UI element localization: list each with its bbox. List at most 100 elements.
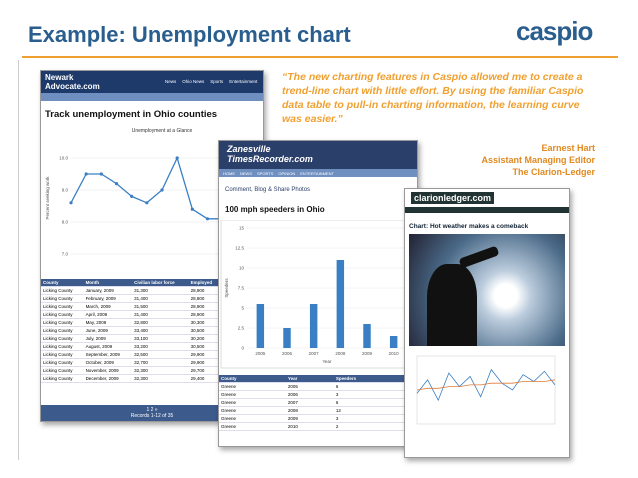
nav-item[interactable]: OPINION [278, 170, 296, 176]
cell: 33,400 [132, 326, 189, 335]
y-tick-label: 2.5 [238, 326, 245, 331]
cell: 28,900 [188, 310, 222, 319]
masthead-line: Zanesville [227, 144, 271, 154]
cell: August, 2009 [83, 342, 133, 351]
y-tick-label: 8.0 [62, 220, 69, 225]
cell: April, 2009 [83, 310, 133, 319]
slide-title: Example: Unemployment chart [28, 22, 351, 47]
nav-item[interactable]: Ohio News [182, 79, 205, 84]
line [416, 379, 556, 391]
point [175, 156, 179, 160]
nav-item[interactable]: HOME [223, 170, 235, 176]
cell: Licking County [41, 310, 84, 319]
cell: 31,400 [132, 310, 189, 319]
x-tick-label: 2008 [335, 351, 346, 356]
cell: Licking County [41, 350, 84, 359]
row: Greene 2007 6 [219, 398, 417, 407]
x-axis-label: Year [322, 359, 332, 364]
column-header: Speeders [333, 375, 417, 383]
cell: 31,300 [132, 286, 189, 295]
row: Greene 2005 6 [219, 382, 417, 391]
attribution: Earnest Hart Assistant Managing Editor T… [400, 142, 595, 178]
cell: Greene [219, 414, 286, 423]
masthead-line: Newark [45, 73, 74, 82]
records: Records 1-12 of 35 [130, 413, 174, 419]
bar-chart: 0 2.5 5 7.5 10 12.5 15 Speeders Year 2005 2006 2007… [220, 219, 414, 369]
pages[interactable]: 1 2 » [146, 407, 158, 413]
column-header: Civilian labor force [132, 279, 189, 287]
cell: Licking County [41, 302, 84, 311]
chart-title: Unemployment at a Glance [132, 128, 193, 134]
column-header: Employed [188, 279, 222, 287]
cell: 2006 [285, 390, 334, 399]
cell: 28,900 [188, 302, 222, 311]
row: Greene 2006 3 [219, 390, 417, 399]
plot-frame [416, 355, 556, 425]
y-tick-label: 7.0 [62, 252, 69, 257]
line-chart [416, 355, 556, 425]
header-rule [22, 56, 618, 58]
cell: Greene [219, 398, 286, 407]
cell: 29,900 [188, 350, 222, 359]
point [84, 172, 88, 176]
nav-item[interactable]: Entertainment [229, 79, 258, 84]
y-tick-label: 0 [241, 346, 244, 351]
nav-item[interactable]: NEWS [240, 170, 252, 176]
cell: 29,400 [188, 374, 222, 383]
cell: January, 2009 [83, 286, 133, 295]
bar [363, 324, 371, 348]
y-axis-label: Speeders [224, 278, 229, 298]
nav-item[interactable]: SPORTS [257, 170, 274, 176]
point [205, 217, 210, 221]
cell: 3 [333, 390, 417, 399]
cell: 30,300 [188, 318, 222, 327]
column-header: County [41, 279, 84, 287]
nav-item[interactable]: Sports [210, 79, 224, 84]
author: Earnest Hart [541, 143, 595, 153]
cell: 2005 [285, 382, 334, 391]
silhouette [427, 264, 477, 346]
cell: 30,200 [188, 334, 222, 343]
cell: Licking County [41, 326, 84, 335]
nav-item[interactable]: ENTERTAINMENT [300, 170, 334, 176]
cell: 6 [333, 398, 417, 407]
x-tick-label: 2010 [389, 351, 400, 356]
cell: 32,800 [132, 318, 189, 327]
y-tick-label: 5 [241, 306, 244, 311]
cell: 31,500 [132, 302, 189, 311]
cell: Licking County [41, 286, 84, 295]
cell: 2009 [285, 414, 334, 423]
cell: March, 2009 [83, 302, 133, 311]
cell: Licking County [41, 342, 84, 351]
nav-item[interactable]: News [165, 79, 177, 84]
bar [336, 260, 345, 348]
org: The Clarion-Ledger [512, 167, 595, 177]
cell: 28,800 [188, 294, 222, 303]
cell: Greene [219, 390, 286, 399]
table: County Year Speeders Greene 2005 6 Greene 2006 3… [219, 375, 417, 431]
masthead-line: Advocate.com [45, 82, 100, 91]
bar [256, 304, 265, 348]
masthead-logo: Zanesville TimesRecorder.com [227, 144, 313, 164]
row: Greene 2008 12 [219, 406, 417, 415]
cell: 2008 [285, 406, 334, 415]
cell: Greene [219, 422, 286, 431]
cell: 2 [333, 422, 417, 431]
cell: December, 2009 [83, 374, 133, 383]
cell: 12 [333, 406, 417, 415]
y-tick-label: 12.5 [235, 246, 244, 251]
point [190, 207, 194, 211]
cell: 32,300 [132, 366, 189, 375]
masthead: Newark Advocate.com News Ohio News Sports En… [41, 71, 263, 93]
column-header: Year [285, 375, 334, 383]
cell: Licking County [41, 318, 84, 327]
nav: News Ohio News Sports Entertainment [165, 79, 257, 84]
clarion-screenshot: clarionledger.com Chart: Hot weather mak… [404, 188, 570, 458]
point [114, 182, 119, 186]
page-heading: Track unemployment in Ohio counties [45, 109, 218, 120]
cell: 31,400 [132, 294, 189, 303]
nav: HOME NEWS SPORTS OPINION ENTERTAINMENT [219, 169, 417, 177]
side-rule [18, 60, 19, 460]
y-tick-label: 10 [239, 266, 245, 271]
